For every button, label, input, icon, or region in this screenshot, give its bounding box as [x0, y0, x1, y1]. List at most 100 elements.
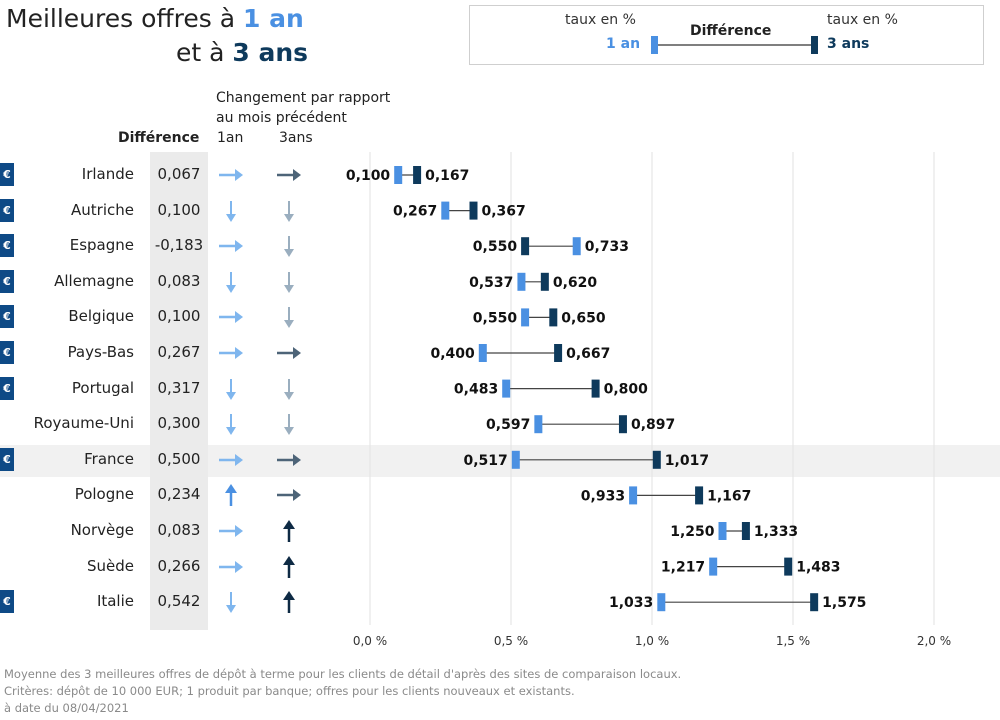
marker-1an [534, 415, 543, 434]
marker-3ans [521, 237, 530, 256]
difference-value: 0,266 [157, 556, 201, 575]
change-1an-arrow-right-icon [216, 341, 246, 365]
marker-3ans [540, 272, 549, 291]
difference-value: -0,183 [154, 236, 204, 255]
title-accent-3ans: 3 ans [232, 38, 309, 67]
marker-1an [521, 308, 530, 327]
marker-1an [709, 557, 718, 576]
change-1an-arrow-right-icon [216, 234, 246, 258]
label-1an: 0,597 [486, 417, 530, 433]
country-label: Irlande [81, 165, 134, 183]
country-label: Suède [86, 556, 134, 575]
change-header: Changement par rapport au mois précédent [216, 88, 390, 128]
label-3ans: 1,017 [665, 453, 709, 469]
marker-3ans [549, 308, 558, 327]
euro-badge-icon: € [0, 341, 14, 364]
marker-3ans [741, 522, 750, 540]
change-header-line2: au mois précédent [216, 110, 347, 126]
legend-key-1an: 1 an [606, 36, 641, 52]
label-3ans: 0,367 [481, 204, 525, 220]
label-1an: 0,483 [454, 382, 498, 398]
legend-difference: Différence [690, 23, 772, 39]
label-1an: 0,933 [581, 488, 625, 504]
marker-1an [629, 486, 638, 505]
marker-1an [478, 344, 487, 362]
difference-value: 0,500 [157, 449, 201, 468]
change-3ans-arrow-up-icon [274, 555, 304, 579]
label-3ans: 0,800 [604, 382, 649, 398]
change-3ans-arrow-down-icon [274, 412, 304, 436]
country-label: France [84, 449, 134, 468]
title-prefix-2: et à [176, 38, 233, 67]
marker-1an [572, 237, 581, 256]
difference-value: 0,100 [157, 307, 201, 326]
change-3ans-arrow-down-icon [274, 305, 304, 329]
euro-badge-icon: € [0, 163, 14, 186]
country-label: Belgique [68, 307, 134, 326]
label-1an: 0,267 [393, 204, 437, 220]
change-3ans-arrow-right-icon [274, 483, 304, 507]
change-1an-arrow-right-icon [216, 163, 246, 187]
change-1an-arrow-down-icon [216, 590, 246, 614]
marker-3ans [618, 415, 627, 434]
change-1an-arrow-up-icon [216, 483, 246, 507]
marker-1an [441, 201, 450, 220]
label-3ans: 1,575 [822, 595, 866, 611]
marker-3ans [591, 379, 600, 398]
label-1an: 1,250 [670, 524, 715, 540]
label-3ans: 0,897 [631, 417, 675, 433]
country-label: Italie [96, 592, 134, 611]
change-1an-arrow-right-icon [216, 519, 246, 543]
label-1an: 1,217 [661, 560, 705, 576]
label-1an: 1,033 [609, 595, 653, 611]
x-tick-label: 2,0 % [917, 634, 951, 648]
label-1an: 0,400 [431, 346, 476, 362]
label-3ans: 1,333 [754, 524, 798, 540]
marker-1an [511, 450, 520, 469]
label-3ans: 0,620 [553, 275, 598, 291]
title-accent-1an: 1 an [242, 4, 304, 33]
change-3ans-arrow-down-icon [274, 199, 304, 223]
change-3ans-arrow-right-icon [274, 448, 304, 472]
change-1an-arrow-down-icon [216, 412, 246, 436]
marker-1an [517, 272, 526, 291]
marker-1an [657, 593, 666, 612]
label-3ans: 0,550 [473, 239, 518, 255]
legend-key-3ans: 3 ans [827, 36, 870, 52]
legend-right-caption: taux en % [827, 12, 898, 28]
title-line-2: et à 3 ans [6, 36, 308, 70]
change-3ans-arrow-right-icon [274, 341, 304, 365]
change-1an-arrow-down-icon [216, 270, 246, 294]
difference-column-bg [150, 152, 208, 630]
country-label: Pologne [74, 485, 134, 504]
difference-value: 0,083 [157, 521, 201, 539]
country-label: Pays-Bas [67, 343, 134, 361]
euro-badge-icon: € [0, 305, 14, 329]
difference-value: 0,317 [157, 378, 201, 397]
euro-badge-icon: € [0, 198, 14, 222]
footer-line-3: à date du 08/04/2021 [4, 701, 129, 715]
difference-value: 0,300 [157, 414, 201, 433]
change-1an-arrow-down-icon [216, 199, 246, 223]
label-3ans: 0,650 [561, 310, 606, 326]
label-3ans: 1,167 [707, 488, 751, 504]
country-label: Royaume-Uni [33, 414, 134, 433]
change-3ans-arrow-down-icon [274, 234, 304, 258]
x-tick-label: 0,5 % [494, 634, 528, 648]
difference-value: 0,067 [157, 165, 201, 183]
euro-badge-icon: € [0, 447, 14, 471]
country-label: Espagne [69, 236, 134, 255]
title-prefix-1: Meilleures offres à [6, 4, 243, 33]
marker-3ans [784, 557, 793, 576]
marker-3ans [413, 166, 422, 184]
marker-3ans [469, 201, 478, 220]
legend-marker-3ans [811, 36, 818, 54]
marker-1an [718, 522, 727, 540]
euro-badge-icon: € [0, 234, 14, 258]
marker-1an [394, 166, 403, 184]
label-1an: 0,537 [469, 275, 513, 291]
euro-badge-icon: € [0, 590, 14, 614]
difference-value: 0,542 [157, 592, 201, 611]
difference-value: 0,234 [157, 485, 201, 504]
change-3ans-arrow-up-icon [274, 590, 304, 614]
